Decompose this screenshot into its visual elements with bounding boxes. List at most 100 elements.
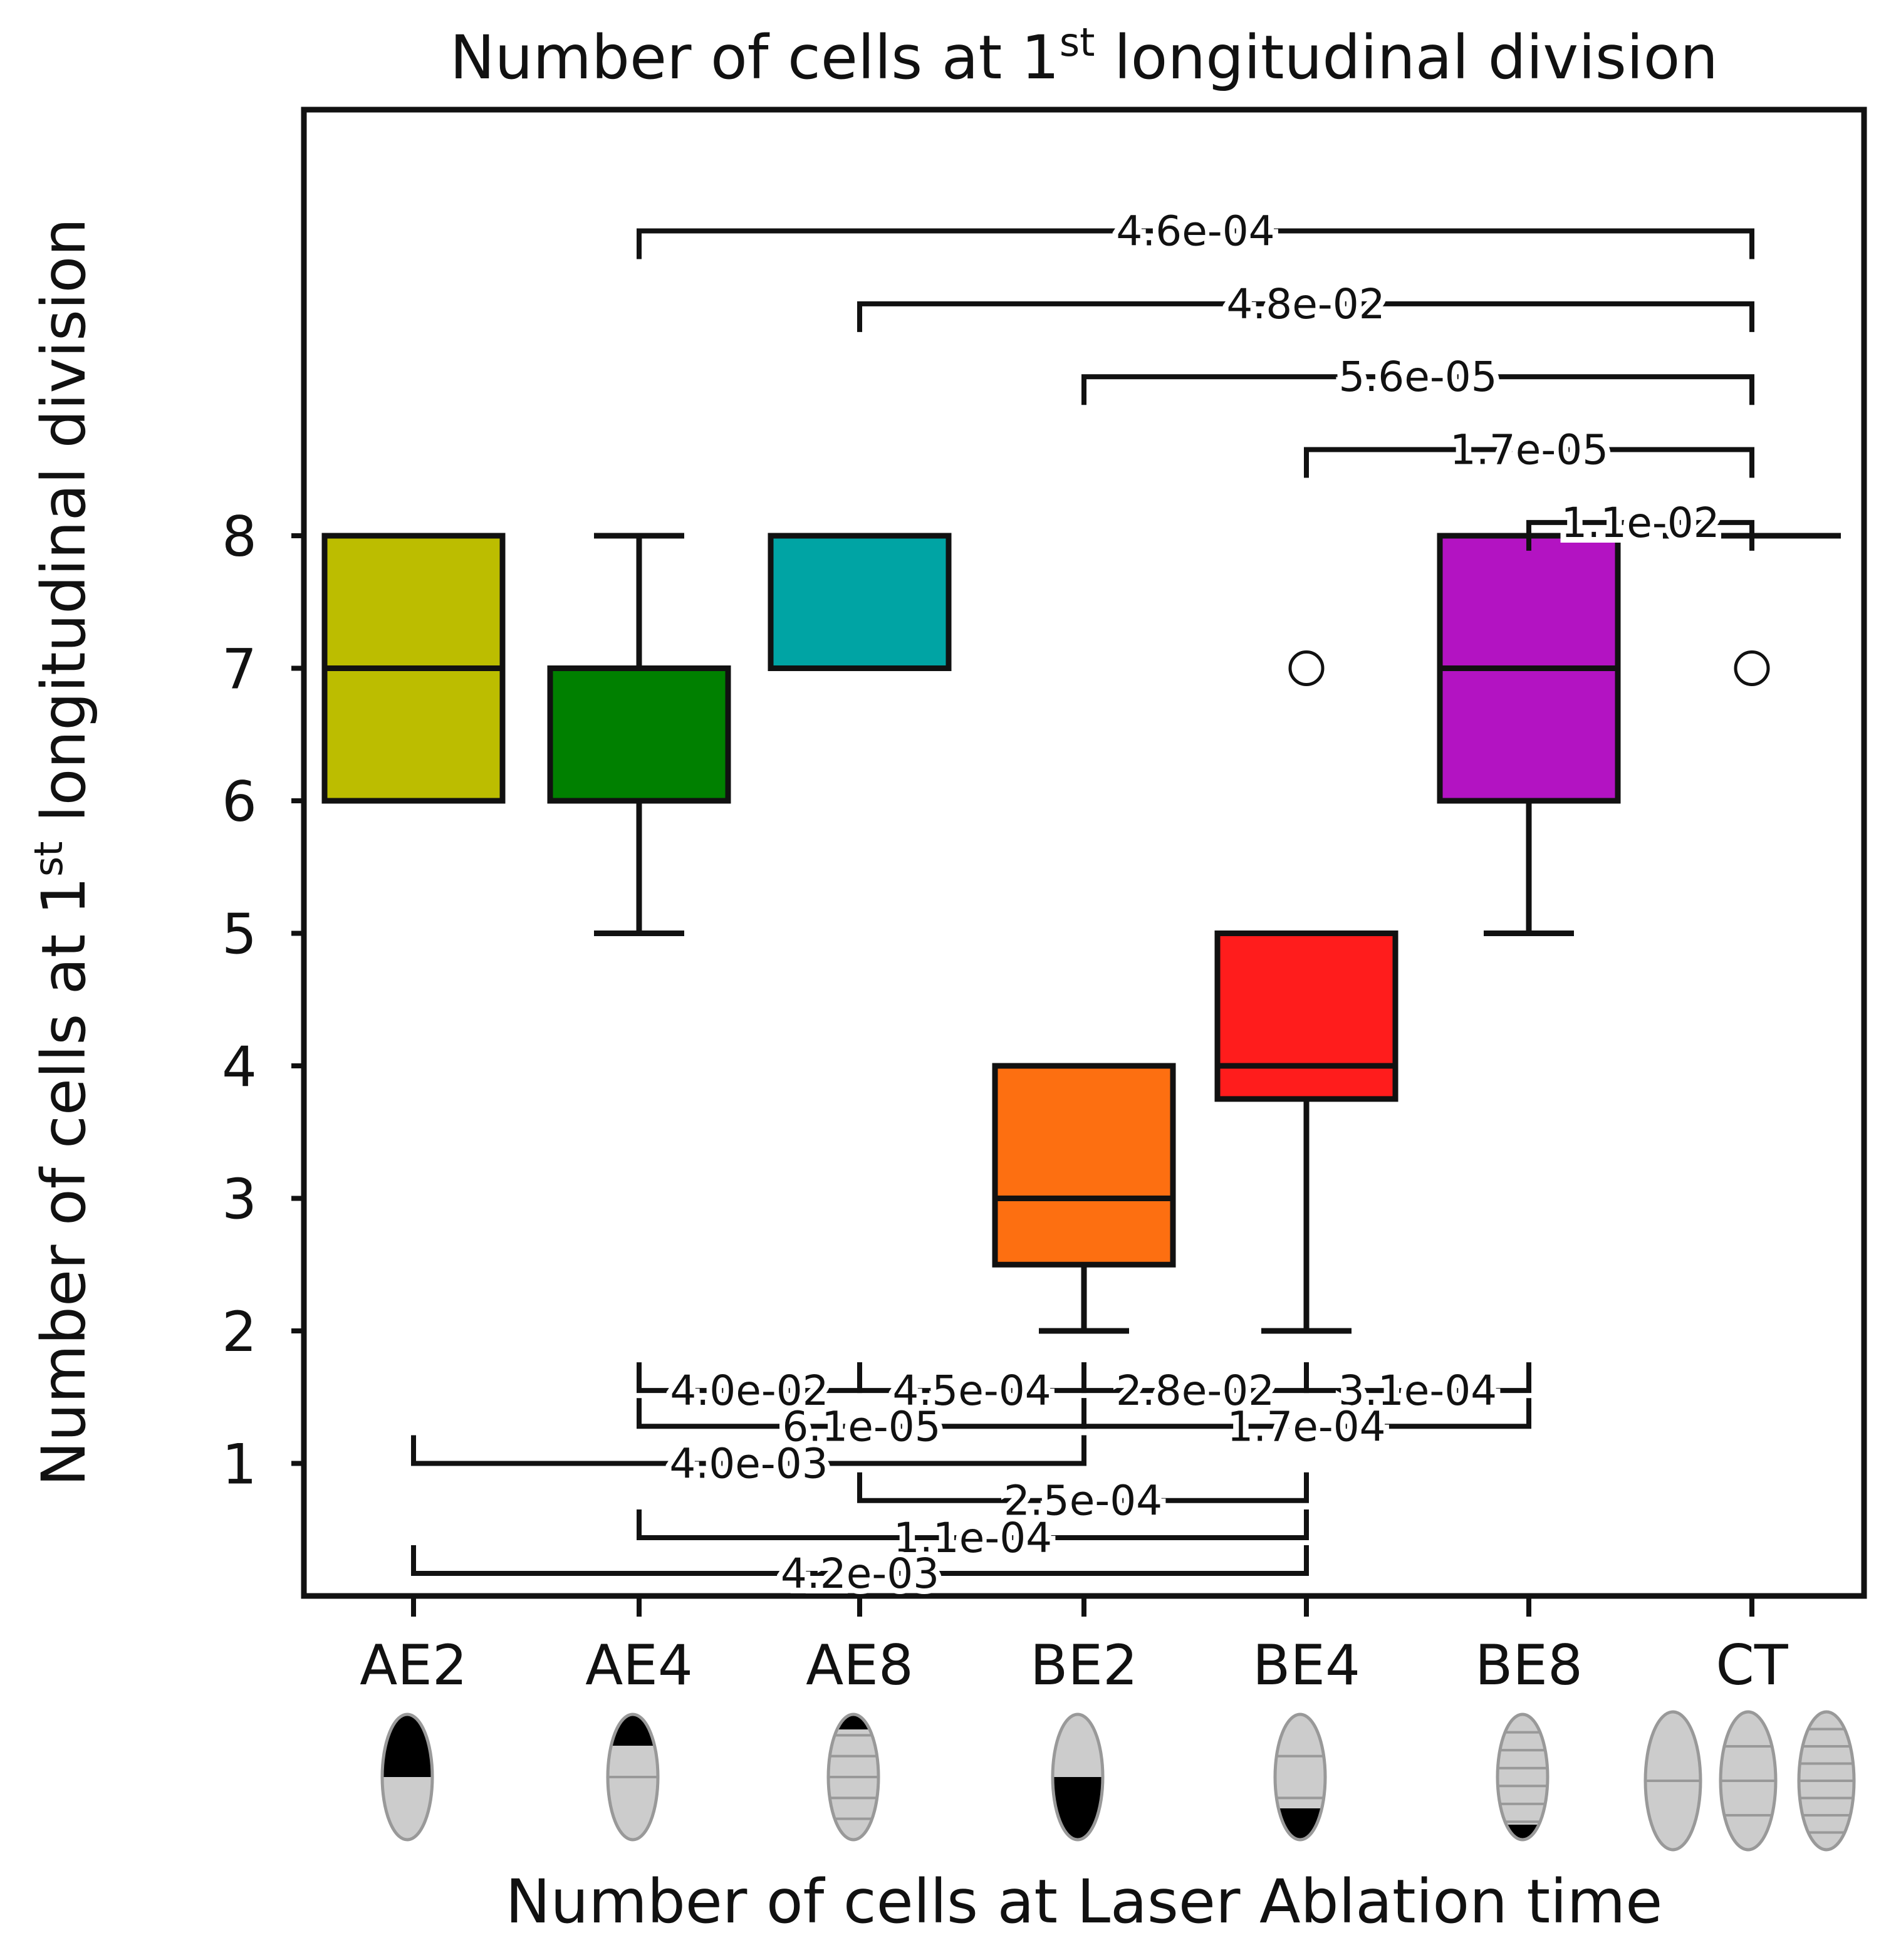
ablated-region	[382, 1714, 432, 1777]
p-value-bracket: 4.0e-03	[411, 1434, 1086, 1494]
p-value-bracket: 1.7e-04	[1081, 1397, 1531, 1456]
p-value-bracket: 4.2e-03	[411, 1544, 1309, 1603]
box-ae2	[321, 533, 506, 804]
embryo-icon	[826, 1712, 880, 1842]
p-value-label: 3.1e-04	[1338, 1367, 1497, 1415]
box-ct	[1663, 533, 1841, 686]
bracket-line	[857, 301, 1754, 332]
box-iqr	[1214, 930, 1399, 1102]
embryo-icon	[606, 1712, 660, 1842]
box-be2	[992, 1063, 1176, 1334]
embryo-icon	[1797, 1710, 1856, 1852]
x-tick-label: BE4	[1253, 1633, 1360, 1697]
p-value-bracket: 5.6e-05	[1081, 347, 1754, 407]
x-axis-ticks: AE2 AE4 AE8 BE2 BE4 BE8 CT	[360, 1596, 1789, 1697]
embryo-outline	[1643, 1710, 1702, 1852]
x-tick-label: BE8	[1475, 1633, 1583, 1697]
y-tick-label: 8	[222, 504, 257, 569]
p-value-bracket: 2.5e-04	[857, 1471, 1309, 1531]
box-ae4	[547, 533, 731, 936]
chart-title: Number of cells at 1st longitudinal divi…	[450, 19, 1718, 93]
embryo-outline	[1797, 1710, 1856, 1852]
y-tick-label: 1	[222, 1432, 257, 1497]
embryo-outline	[606, 1712, 660, 1842]
x-tick-label: AE8	[806, 1633, 914, 1697]
p-value-label: 2.5e-04	[1004, 1477, 1162, 1525]
p-value-bracket: 4.8e-02	[857, 274, 1754, 334]
p-value-bracket: 4.5e-04	[857, 1361, 1086, 1420]
x-tick-label: AE4	[585, 1633, 693, 1697]
x-tick-label: AE2	[360, 1633, 467, 1697]
y-tick-label: 3	[222, 1167, 257, 1232]
p-value-label: 4.8e-02	[1226, 280, 1385, 328]
x-tick-label: BE2	[1030, 1633, 1138, 1697]
embryo-icon	[1719, 1710, 1778, 1852]
bracket-line	[1081, 374, 1754, 405]
box-be8	[1437, 533, 1621, 936]
bracket-line	[637, 1509, 1309, 1540]
p-value-label: 1.1e-04	[893, 1514, 1052, 1562]
p-value-label: 6.1e-05	[782, 1402, 940, 1451]
embryo-outline	[826, 1712, 880, 1842]
bracket-line	[1081, 1398, 1531, 1429]
p-value-label: 2.8e-02	[1116, 1367, 1274, 1415]
y-tick-label: 4	[222, 1035, 257, 1099]
p-value-label: 4.2e-03	[781, 1550, 939, 1598]
y-tick-label: 6	[222, 769, 257, 834]
p-value-label: 5.6e-05	[1338, 353, 1497, 401]
p-value-bracket: 4.0e-02	[637, 1361, 862, 1420]
box-series	[321, 533, 1841, 1334]
y-tick-label: 2	[222, 1300, 257, 1364]
embryo-outline	[1273, 1712, 1327, 1842]
bracket-line	[1526, 519, 1754, 551]
y-axis-ticks: 1 2 3 4 5 6 7 8	[222, 504, 304, 1497]
bracket-line	[411, 1435, 1086, 1466]
ablated-region	[1498, 1825, 1548, 1840]
p-value-label: 4.6e-04	[1116, 207, 1274, 256]
p-value-label: 1.7e-04	[1227, 1402, 1385, 1451]
ablated-region	[828, 1714, 878, 1729]
y-tick-label: 5	[222, 902, 257, 967]
x-tick-label: CT	[1716, 1633, 1788, 1697]
p-value-bracket: 2.8e-02	[1081, 1361, 1309, 1420]
embryo-icon	[1643, 1710, 1702, 1852]
outlier-point	[1734, 650, 1770, 686]
ablated-region	[1053, 1777, 1103, 1840]
embryo-outline	[1051, 1712, 1105, 1842]
box-iqr	[768, 533, 952, 671]
embryo-icons	[380, 1710, 1856, 1852]
x-axis-title: Number of cells at Laser Ablation time	[506, 1867, 1663, 1937]
embryo-icon	[380, 1712, 434, 1842]
embryo-outline	[1496, 1712, 1550, 1842]
box-iqr	[992, 1063, 1176, 1268]
box-be4	[1214, 650, 1399, 1334]
box-iqr	[547, 665, 731, 804]
significance-brackets: 4.6e-04 4.8e-02 5.6e-05 1.7e-05 1.1e-02 4.0e-…	[411, 202, 1754, 1603]
bracket-line	[411, 1545, 1309, 1577]
outlier-point	[1288, 650, 1325, 686]
p-value-bracket: 4.6e-04	[637, 202, 1754, 261]
p-value-label: 1.7e-05	[1450, 426, 1608, 474]
embryo-body	[1498, 1714, 1548, 1840]
embryo-outline	[1719, 1710, 1778, 1852]
p-value-label: 4.5e-04	[892, 1367, 1051, 1415]
y-axis-title: Number of cells at 1st longitudinal divi…	[26, 218, 100, 1486]
p-value-label: 4.0e-02	[670, 1367, 828, 1415]
embryo-icon	[1273, 1712, 1327, 1842]
p-value-label: 1.1e-02	[1561, 499, 1719, 547]
embryo-outline	[380, 1712, 434, 1842]
y-tick-label: 7	[222, 637, 257, 702]
box-ae8	[768, 533, 952, 671]
bracket-line	[1304, 447, 1754, 478]
bracket-line	[637, 228, 1754, 259]
p-value-bracket: 1.1e-04	[637, 1508, 1309, 1568]
bracket-line	[1304, 1362, 1531, 1394]
embryo-icon	[1496, 1712, 1550, 1842]
bracket-line	[857, 1472, 1309, 1503]
p-value-bracket: 1.7e-05	[1304, 420, 1754, 480]
p-value-label: 4.0e-03	[669, 1440, 828, 1488]
embryo-icon	[1051, 1712, 1105, 1842]
p-value-bracket: 3.1e-04	[1304, 1361, 1531, 1420]
p-value-bracket: 6.1e-05	[637, 1397, 1086, 1456]
